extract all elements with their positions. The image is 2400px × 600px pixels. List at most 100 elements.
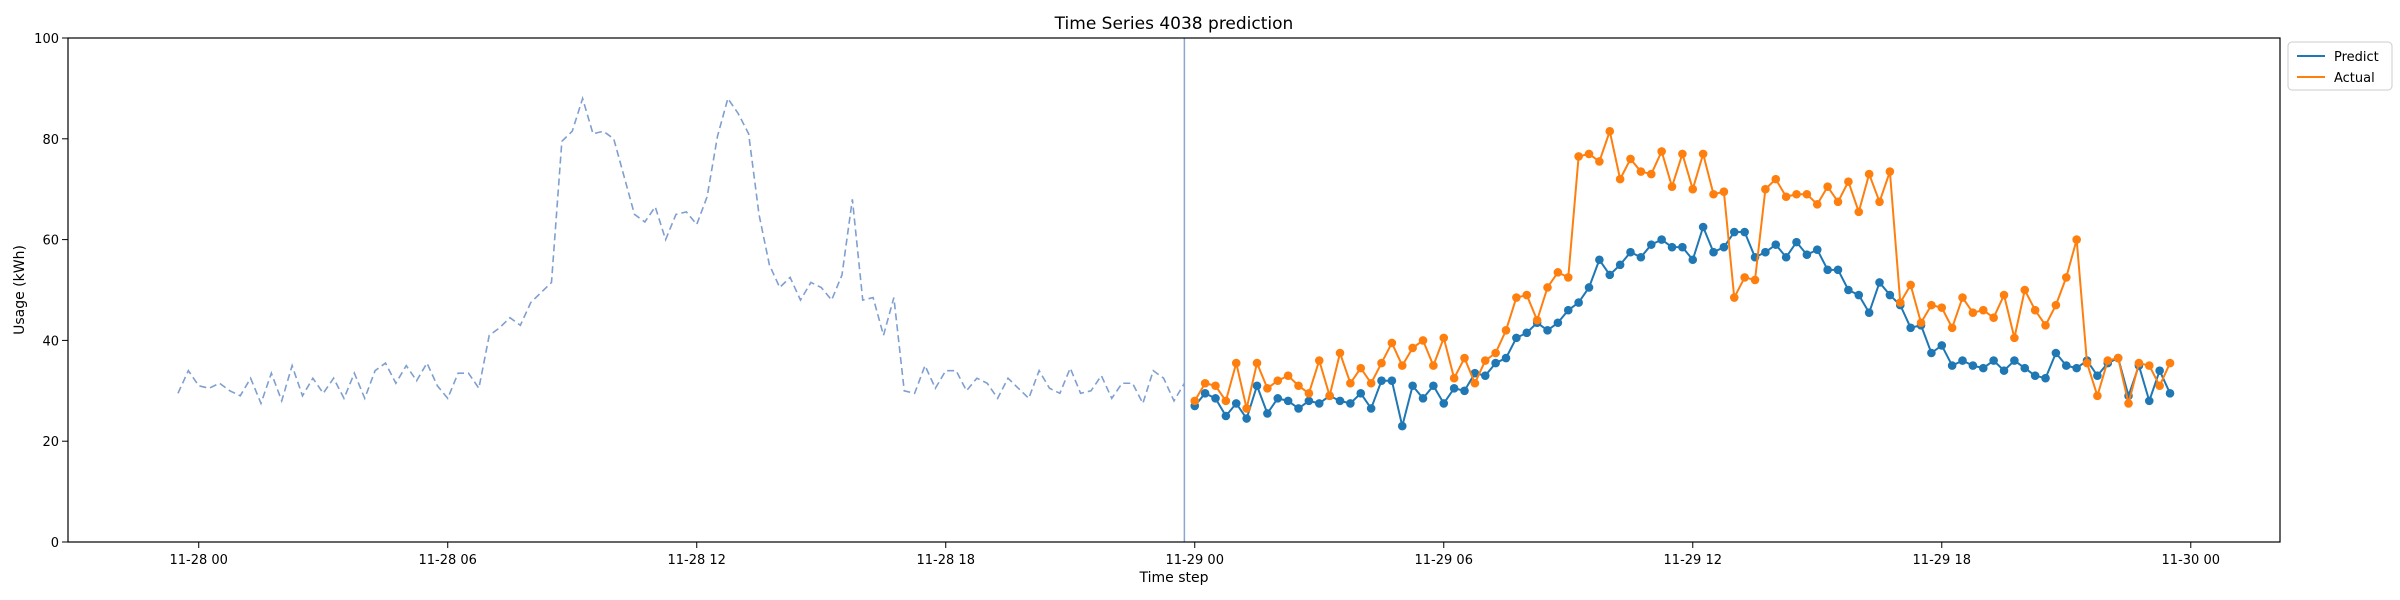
predict-point (1356, 389, 1366, 398)
actual-point (1283, 371, 1293, 380)
actual-point (2093, 391, 2102, 401)
actual-point (1667, 182, 1677, 191)
predict-point (1584, 283, 1594, 292)
plot-area (177, 38, 2175, 542)
predict-point (1200, 389, 1210, 398)
actual-point (1397, 361, 1407, 370)
actual-point (1221, 396, 1231, 406)
predict-point (1283, 396, 1293, 406)
actual-point (1574, 152, 1583, 161)
predict-point (1657, 235, 1666, 244)
actual-point (1626, 154, 1635, 164)
predict-point (1698, 222, 1708, 232)
actual-point (1480, 356, 1490, 365)
x-tick-label: 11-30 00 (2162, 553, 2220, 568)
actual-point (1844, 177, 1853, 186)
predict-point (1740, 227, 1749, 237)
actual-point (1895, 298, 1905, 307)
actual-point (2165, 358, 2175, 368)
actual-point (1823, 182, 1832, 191)
actual-point (1563, 273, 1573, 282)
actual-point (1366, 378, 1376, 388)
actual-point (1429, 361, 1438, 370)
actual-point (1522, 290, 1532, 300)
actual-point (1231, 358, 1241, 368)
chart-title: Time Series 4038 prediction (1054, 14, 1294, 34)
predict-point (1823, 265, 1832, 275)
predict-point (1802, 250, 1812, 260)
actual-point (2030, 305, 2040, 315)
legend-label-actual: Actual (2334, 71, 2375, 86)
actual-point (1553, 268, 1563, 277)
predict-point (2072, 363, 2081, 373)
predict-point (1615, 260, 1625, 270)
predict-point (1335, 396, 1345, 406)
legend: Predict Actual (2287, 41, 2393, 91)
actual-point (1190, 396, 1200, 406)
predict-point (1999, 366, 2009, 375)
predict-point (1314, 399, 1324, 408)
predict-point (2051, 348, 2061, 358)
predict-point (1678, 242, 1687, 252)
predict-point (1408, 381, 1417, 391)
actual-point (1812, 200, 1822, 209)
predict-point (1885, 290, 1895, 300)
y-tick-label: 40 (42, 334, 59, 349)
predict-point (1252, 381, 1262, 391)
predict-point (2030, 371, 2040, 380)
actual-point (1408, 343, 1417, 353)
actual-point (1999, 290, 2009, 300)
actual-point (1864, 169, 1874, 179)
predict-point (2155, 366, 2164, 375)
actual-point (1875, 197, 1884, 207)
actual-point (1252, 358, 1262, 368)
actual-point (2041, 320, 2050, 330)
predict-point (1792, 237, 1801, 247)
x-tick-label: 11-28 06 (419, 553, 477, 568)
predict-point (1501, 353, 1511, 363)
predict-point (1771, 240, 1781, 249)
predict-point (1646, 240, 1656, 249)
predict-point (1470, 368, 1480, 378)
actual-point (1387, 338, 1397, 348)
actual-point (1595, 157, 1604, 166)
actual-point (1719, 187, 1729, 197)
actual-point (2103, 356, 2113, 365)
predict-point (1211, 394, 1220, 403)
predict-point (1439, 399, 1449, 408)
actual-point (1646, 169, 1656, 179)
predict-point (2041, 373, 2050, 383)
actual-point (1335, 348, 1345, 358)
predict-point (1812, 245, 1822, 254)
actual-point (1698, 149, 1708, 159)
actual-point (2124, 399, 2133, 408)
predict-point (1844, 285, 1853, 295)
actual-point (1532, 315, 1542, 325)
predict-point (1480, 371, 1490, 380)
series-predict (1190, 222, 2175, 431)
x-tick-label: 11-28 18 (917, 553, 975, 568)
predict-point (1543, 326, 1552, 335)
actual-point (1584, 149, 1594, 159)
predict-point (1574, 298, 1583, 307)
actual-point (1802, 189, 1812, 199)
actual-point (2072, 235, 2081, 244)
predict-point (1221, 411, 1231, 421)
predict-point (1263, 409, 1272, 418)
predict-point (1906, 323, 1915, 333)
actual-point (1947, 323, 1957, 333)
actual-point (1325, 391, 1334, 401)
predict-point (1761, 247, 1770, 257)
actual-point (2082, 358, 2092, 368)
predict-point (1947, 361, 1957, 370)
actual-point (1709, 189, 1718, 199)
x-axis-label: Time step (1139, 570, 1209, 586)
actual-point (1771, 174, 1781, 184)
predict-point (1418, 394, 1428, 403)
actual-point (1978, 305, 1988, 315)
predict-point (1636, 252, 1646, 262)
actual-point (1200, 378, 1210, 388)
x-tick-label: 11-29 06 (1415, 553, 1473, 568)
predict-point (1377, 376, 1386, 386)
actual-point (1854, 207, 1864, 217)
